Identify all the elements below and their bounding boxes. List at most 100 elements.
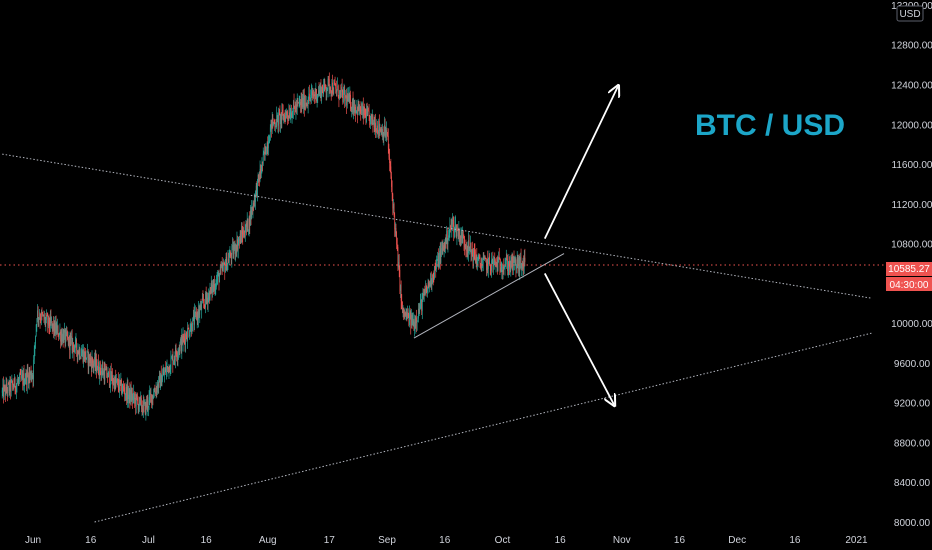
candle-body <box>433 277 435 279</box>
candle-body <box>379 128 381 132</box>
candle-body <box>146 401 147 408</box>
candle-body <box>280 114 281 125</box>
candle-body <box>300 102 301 106</box>
candle-body <box>250 210 252 217</box>
candle-body <box>325 88 327 93</box>
candle-body <box>193 315 195 325</box>
candle-body <box>15 384 17 392</box>
candle-body <box>39 317 41 321</box>
candle-body <box>108 371 110 385</box>
candle-body <box>500 270 502 272</box>
candle-body <box>299 102 301 103</box>
candle-body <box>185 334 187 338</box>
candle-body <box>343 89 345 91</box>
candle-body <box>259 168 261 181</box>
candle-body <box>74 348 76 353</box>
candle-body <box>176 357 178 358</box>
candle-body <box>307 102 309 107</box>
candle-body <box>94 356 95 365</box>
candle-body <box>323 87 324 95</box>
currency-badge[interactable]: USD <box>896 5 924 22</box>
candle-body <box>313 94 315 97</box>
candle-body <box>323 80 325 88</box>
candle-body <box>252 202 254 210</box>
candle-body <box>187 328 188 341</box>
candle-body <box>368 111 370 116</box>
candle-body <box>75 340 77 341</box>
candle-body <box>88 354 90 366</box>
candle-body <box>8 383 9 384</box>
candle-body <box>282 109 283 113</box>
candle-body <box>354 106 356 112</box>
candle-body <box>445 237 446 249</box>
candle-body <box>250 210 251 226</box>
candle-body <box>327 88 328 91</box>
candle-body <box>514 259 516 262</box>
candle-body <box>98 373 100 377</box>
candle-body <box>180 339 181 344</box>
candle-body <box>128 394 129 400</box>
candle-body <box>112 375 113 384</box>
candle-body <box>487 259 489 270</box>
candle-body <box>488 256 490 259</box>
candle-body <box>513 256 514 271</box>
candle-body <box>355 110 357 114</box>
candle-body <box>336 88 337 93</box>
candle-body <box>481 264 483 271</box>
candle-body <box>397 247 399 268</box>
candle-body <box>443 245 444 251</box>
candle-body <box>495 260 496 265</box>
candle-body <box>251 206 253 210</box>
candle-body <box>378 120 380 134</box>
candle-body <box>62 333 63 342</box>
candle-body <box>90 358 92 362</box>
candle-body <box>50 317 52 324</box>
candle-body <box>110 370 112 381</box>
candle-body <box>254 199 256 202</box>
candle-body <box>26 371 28 385</box>
time-tick-label: 16 <box>439 535 451 546</box>
candle-body <box>507 259 508 271</box>
candle-body <box>128 388 130 395</box>
candle-body <box>14 377 15 388</box>
candle-body <box>449 225 451 233</box>
candle-body <box>17 380 19 382</box>
candle-body <box>485 258 487 261</box>
candle-body <box>55 323 56 334</box>
candle-body <box>506 258 508 260</box>
candle-body <box>21 375 22 379</box>
candle-body <box>523 257 525 268</box>
candle-body <box>291 116 293 118</box>
candle-body <box>24 382 26 386</box>
candle-body <box>434 266 435 279</box>
candle-body <box>189 334 190 337</box>
candle-body <box>480 266 482 271</box>
candle-body <box>359 104 360 112</box>
currency-badge-box[interactable] <box>896 5 924 22</box>
candle-body <box>390 166 392 177</box>
candle-body <box>405 312 407 316</box>
candle-body <box>294 108 296 113</box>
candle-body <box>238 239 240 243</box>
candle-body <box>41 312 43 315</box>
candle-body <box>278 112 280 114</box>
candle-body <box>116 381 117 383</box>
candle-body <box>471 249 473 256</box>
candle-body <box>310 91 312 95</box>
candle-body <box>184 336 185 339</box>
candle-body <box>279 113 281 125</box>
candle-body <box>259 177 260 181</box>
candle-body <box>306 102 308 104</box>
candle-body <box>285 113 287 122</box>
countdown-box <box>886 277 932 291</box>
candle-body <box>292 111 294 117</box>
time-tick-label: Nov <box>613 535 631 546</box>
candle-body <box>475 256 477 263</box>
candle-body <box>194 311 196 313</box>
candle-body <box>423 292 425 296</box>
candle-body <box>448 232 450 236</box>
candle-body <box>344 89 346 101</box>
candle-body <box>227 258 229 264</box>
candle-body <box>19 374 20 380</box>
